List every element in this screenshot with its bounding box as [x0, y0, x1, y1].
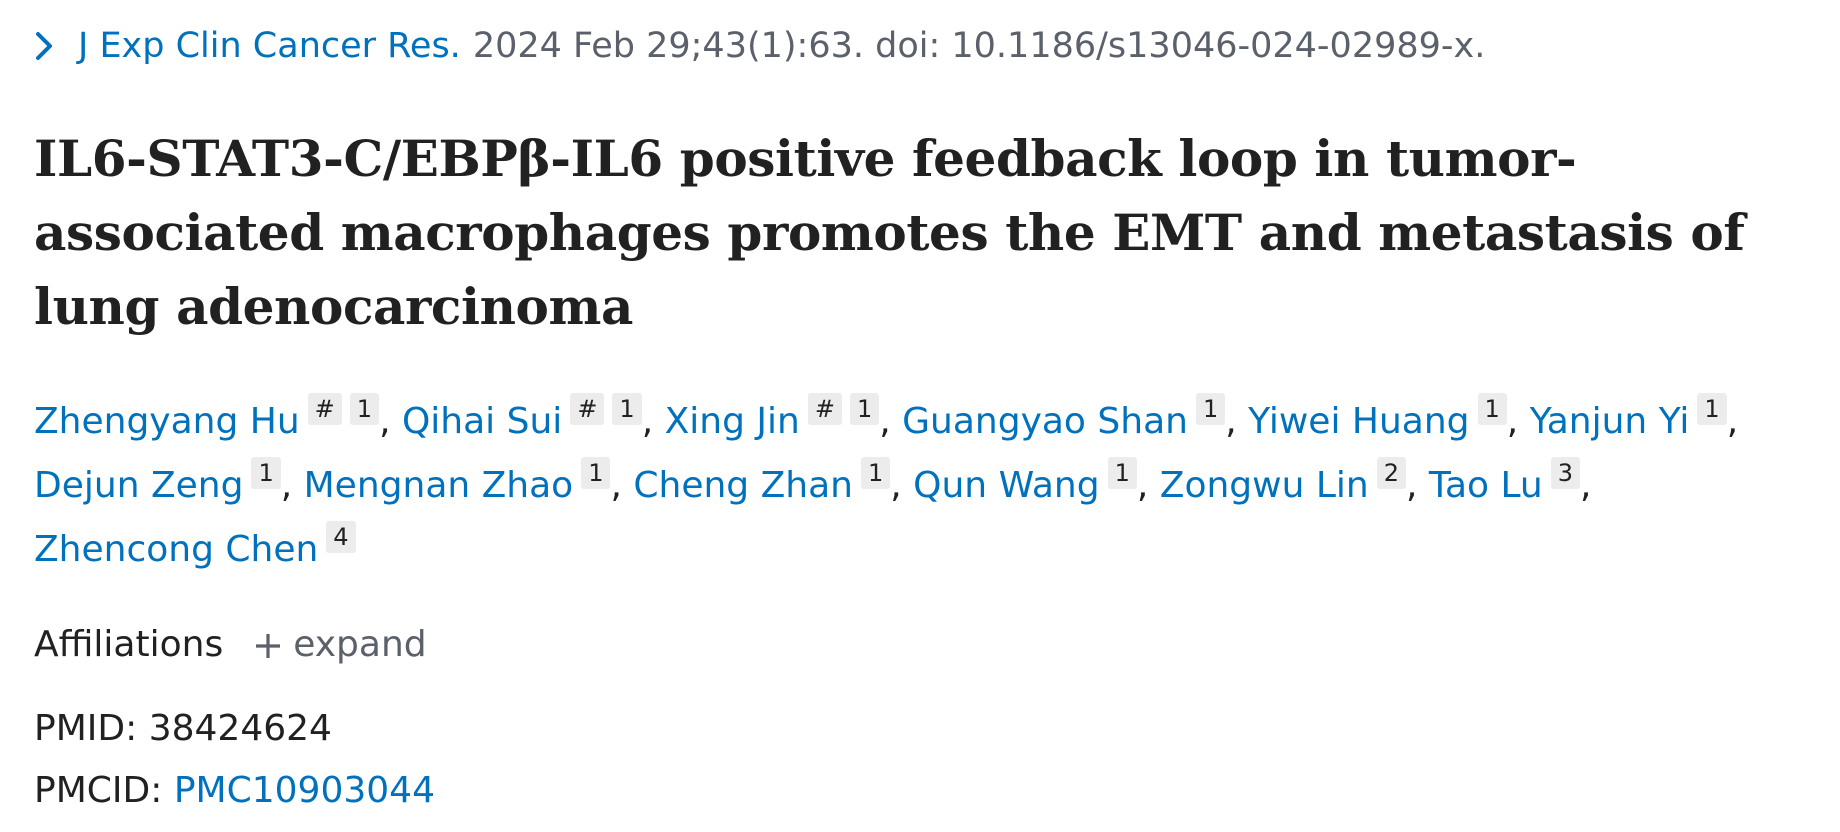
author-item: Qihai Sui #1,	[401, 393, 654, 442]
author-link[interactable]: Guangyao Shan	[902, 401, 1188, 442]
author-link[interactable]: Zhengyang Hu	[34, 401, 300, 442]
pmcid-row: PMCID: PMC10903044	[34, 760, 1824, 822]
author-item: Qun Wang 1,	[913, 457, 1149, 506]
affiliation-badge[interactable]: 2	[1376, 457, 1406, 489]
pmcid-label: PMCID:	[34, 770, 163, 811]
author-item: Guangyao Shan 1,	[902, 393, 1237, 442]
affiliation-badge[interactable]: 1	[1107, 457, 1137, 489]
affiliation-badge[interactable]: 1	[1195, 393, 1226, 425]
citation-line: J Exp Clin Cancer Res. 2024 Feb 29;43(1)…	[34, 20, 1824, 72]
affiliation-badge[interactable]: 1	[860, 457, 891, 489]
affiliation-badge[interactable]: 1	[581, 457, 611, 489]
pmid-value: 38424624	[148, 708, 332, 749]
author-link[interactable]: Mengnan Zhao	[303, 465, 574, 506]
author-separator: ,	[610, 465, 622, 506]
author-item: Mengnan Zhao 1,	[303, 457, 622, 506]
affiliation-badge[interactable]: 1	[1697, 393, 1727, 425]
author-link[interactable]: Yanjun Yi	[1529, 401, 1690, 442]
author-item: Dejun Zeng 1,	[34, 457, 293, 506]
author-link[interactable]: Tao Lu	[1428, 465, 1543, 506]
author-item: Tao Lu 3,	[1428, 457, 1592, 506]
pmcid-link[interactable]: PMC10903044	[173, 770, 435, 811]
author-item: Cheng Zhan 1,	[633, 457, 902, 506]
affiliation-badge[interactable]: 1	[251, 457, 281, 489]
author-separator: ,	[1406, 465, 1418, 506]
author-separator: ,	[641, 401, 654, 442]
expand-label: expand	[293, 623, 427, 665]
author-link[interactable]: Qihai Sui	[401, 401, 563, 442]
article-header: J Exp Clin Cancer Res. 2024 Feb 29;43(1)…	[34, 0, 1824, 822]
equal-contribution-badge[interactable]: #	[307, 393, 342, 425]
affiliation-badge[interactable]: 3	[1550, 457, 1580, 489]
author-item: Zhengyang Hu #1,	[34, 393, 391, 442]
equal-contribution-badge[interactable]: #	[807, 393, 842, 425]
author-separator: ,	[280, 465, 293, 506]
author-link[interactable]: Dejun Zeng	[34, 465, 244, 506]
affiliation-badge[interactable]: 1	[1477, 393, 1507, 425]
affiliation-badge[interactable]: 4	[326, 521, 356, 553]
author-separator: ,	[379, 401, 391, 442]
author-separator: ,	[1506, 401, 1519, 442]
author-link[interactable]: Qun Wang	[913, 465, 1100, 506]
equal-contribution-badge[interactable]: #	[570, 393, 605, 425]
author-separator: ,	[1225, 401, 1237, 442]
author-separator: ,	[879, 401, 891, 442]
plus-icon	[253, 629, 283, 659]
author-item: Yanjun Yi 1,	[1529, 393, 1739, 442]
citation-details: 2024 Feb 29;43(1):63. doi: 10.1186/s1304…	[472, 26, 1486, 66]
author-link[interactable]: Cheng Zhan	[633, 465, 853, 506]
affiliations-expand-button[interactable]: expand	[253, 623, 427, 665]
author-item: Zhencong Chen 4	[34, 521, 356, 570]
affiliations-row: Affiliations expand	[34, 616, 1824, 672]
author-separator: ,	[1726, 401, 1739, 442]
author-separator: ,	[1136, 465, 1149, 506]
author-item: Yiwei Huang 1,	[1248, 393, 1519, 442]
author-link[interactable]: Zhencong Chen	[34, 529, 319, 570]
affiliations-label: Affiliations	[34, 623, 224, 665]
identifiers: PMID: 38424624 PMCID: PMC10903044	[34, 698, 1824, 822]
journal-link[interactable]: J Exp Clin Cancer Res.	[78, 26, 461, 66]
author-item: Xing Jin #1,	[664, 393, 891, 442]
chevron-right-icon[interactable]	[34, 26, 68, 66]
affiliation-badge[interactable]: 1	[349, 393, 380, 425]
author-link[interactable]: Zongwu Lin	[1159, 465, 1369, 506]
affiliation-badge[interactable]: 1	[612, 393, 642, 425]
pmid-row: PMID: 38424624	[34, 698, 1824, 760]
article-title: IL6-STAT3-C/EBPβ-IL6 positive feedback l…	[34, 129, 1745, 336]
author-item: Zongwu Lin 2,	[1159, 457, 1418, 506]
author-link[interactable]: Xing Jin	[664, 401, 800, 442]
author-link[interactable]: Yiwei Huang	[1248, 401, 1470, 442]
author-separator: ,	[1580, 465, 1592, 506]
authors-list: Zhengyang Hu #1, Qihai Sui #1, Xing Jin #1,…	[34, 390, 1824, 582]
author-separator: ,	[890, 465, 902, 506]
pmid-label: PMID:	[34, 708, 138, 749]
affiliation-badge[interactable]: 1	[849, 393, 880, 425]
